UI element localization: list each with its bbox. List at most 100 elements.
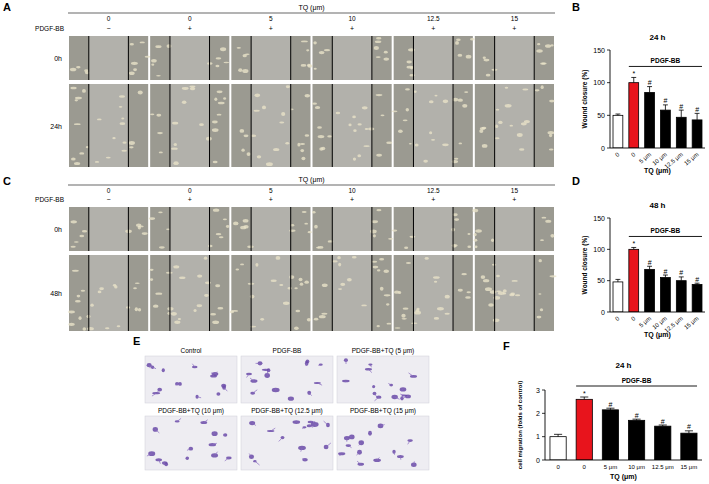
cell	[371, 220, 378, 223]
cell	[155, 45, 161, 48]
cell-process	[275, 389, 276, 390]
cell	[77, 295, 81, 298]
micrograph	[241, 416, 333, 470]
cell	[166, 272, 173, 274]
cell	[300, 149, 304, 152]
cell	[361, 305, 367, 307]
cell	[383, 270, 389, 273]
cell	[119, 95, 125, 97]
x-tick-label: 5 μm	[604, 464, 617, 470]
scratch-edge	[371, 255, 372, 331]
cell	[150, 113, 154, 115]
cell-process	[223, 385, 224, 386]
scratch-gap	[413, 84, 453, 167]
pdgf-sign: +	[512, 196, 516, 203]
y-tick	[607, 312, 610, 313]
cell	[522, 89, 528, 91]
error-cap	[615, 279, 620, 280]
cell	[398, 130, 403, 133]
cell	[485, 287, 492, 291]
cell	[204, 257, 208, 260]
stained-cell	[357, 450, 362, 455]
x-tick-label: 0	[556, 464, 560, 470]
cell	[171, 148, 178, 150]
cell	[218, 102, 225, 105]
cell	[307, 64, 312, 68]
scratch-edge	[413, 36, 414, 80]
cell	[255, 94, 261, 98]
scratch-edge	[128, 84, 129, 167]
significance: #	[608, 401, 612, 408]
plot-area	[613, 77, 702, 148]
cell	[113, 284, 116, 287]
cell	[213, 161, 218, 164]
cell	[312, 211, 315, 214]
y-tick-label: 0	[601, 309, 605, 316]
cell	[374, 46, 379, 50]
pdgf-sign: −	[107, 196, 111, 203]
stained-cell	[305, 361, 309, 366]
bar	[692, 284, 702, 312]
cell	[286, 85, 290, 88]
cell	[79, 235, 84, 238]
cell	[338, 288, 342, 290]
cell-process	[164, 463, 165, 464]
bar	[645, 92, 655, 148]
scratch-edge	[290, 36, 291, 80]
cell	[247, 152, 251, 156]
cell	[401, 314, 405, 318]
group-bracket	[576, 386, 697, 387]
bar	[676, 117, 686, 148]
stained-cell	[319, 363, 323, 365]
micrograph	[241, 356, 333, 403]
cell	[373, 234, 376, 237]
cell	[71, 158, 76, 161]
bar	[661, 110, 671, 148]
cell-process	[153, 367, 156, 369]
cell	[243, 219, 249, 223]
stained-cell	[267, 430, 274, 432]
cell-process	[345, 360, 346, 364]
micrograph	[313, 36, 392, 80]
cell	[208, 245, 213, 248]
x-tick-label: 15 μm	[681, 464, 698, 470]
stained-cell	[249, 421, 255, 425]
x-tick-label: 12.5 μm	[652, 464, 674, 470]
scratch-edge	[169, 36, 170, 80]
cell	[236, 268, 240, 270]
cell-process	[187, 457, 189, 459]
scratch-edge	[209, 36, 210, 80]
cell-process	[348, 446, 351, 448]
figure: ATQ (μm)PDGF-BB0−0+5+10+12.5+15+0h24hCTQ…	[0, 0, 709, 484]
y-axis-label: Wound closure (%)	[581, 70, 589, 129]
cell	[445, 295, 450, 299]
cell	[545, 44, 551, 48]
scratch-gap	[89, 255, 129, 331]
group-label: PDGF-BB	[651, 57, 681, 64]
cell-process	[400, 394, 404, 395]
significance: #	[695, 276, 699, 283]
error-cap	[663, 275, 668, 276]
cell	[503, 293, 506, 295]
cell	[240, 226, 246, 230]
cell	[172, 122, 178, 125]
cell	[357, 123, 361, 125]
cell	[324, 49, 330, 51]
scratch-gap	[413, 255, 453, 331]
cell	[411, 322, 417, 324]
scratch-edge	[88, 255, 89, 331]
panel-letter: C	[3, 175, 11, 187]
micrograph	[394, 255, 473, 331]
tq-value: 12.5	[427, 187, 440, 194]
significance: #	[635, 412, 639, 419]
cell	[461, 273, 467, 275]
cell	[241, 149, 244, 152]
cell-process	[346, 438, 347, 442]
scratch-edge	[332, 84, 333, 167]
cell	[145, 56, 151, 58]
scratch-edge	[128, 255, 129, 331]
scratch-edge	[413, 207, 414, 251]
scratch-gap	[332, 36, 372, 80]
cell	[409, 236, 415, 238]
cell	[174, 143, 177, 146]
